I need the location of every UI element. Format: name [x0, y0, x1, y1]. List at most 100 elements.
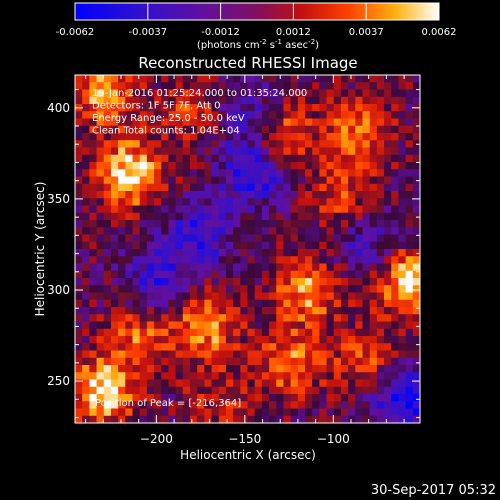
heatmap-cell — [290, 278, 299, 286]
heatmap-cell — [233, 147, 241, 156]
heatmap-cell — [333, 227, 342, 236]
heatmap-cell — [161, 285, 170, 294]
heatmap-cell — [269, 191, 277, 199]
heatmap-cell — [154, 343, 162, 352]
heatmap-cell — [125, 394, 134, 402]
heatmap-cell — [369, 328, 378, 337]
heatmap-cell — [384, 357, 392, 366]
heatmap-cell — [254, 299, 263, 308]
heatmap-cell — [132, 75, 141, 83]
heatmap-cell — [369, 372, 378, 381]
heatmap-cell — [154, 147, 162, 156]
heatmap-cell — [376, 191, 385, 199]
heatmap-cell — [261, 104, 270, 112]
heatmap-cell — [283, 125, 292, 134]
y-tick-label: 350 — [47, 192, 70, 206]
heatmap-cell — [412, 133, 420, 141]
heatmap-cell — [261, 205, 270, 214]
heatmap-cell — [362, 183, 371, 192]
heatmap-cell — [103, 191, 112, 199]
heatmap-cell — [276, 314, 285, 323]
heatmap-cell — [333, 372, 342, 381]
heatmap-cell — [240, 82, 249, 91]
heatmap-cell — [254, 154, 263, 163]
heatmap-cell — [161, 212, 170, 221]
heatmap-cell — [254, 133, 263, 141]
heatmap-cell — [211, 205, 220, 214]
heatmap-cell — [384, 256, 392, 265]
heatmap-cell — [384, 176, 392, 185]
heatmap-cell — [96, 256, 105, 265]
heatmap-cell — [190, 176, 198, 185]
heatmap-cell — [261, 394, 270, 402]
y-tick-label: 250 — [47, 374, 70, 388]
heatmap-cell — [211, 241, 220, 250]
heatmap-cell — [412, 154, 420, 163]
heatmap-cell — [175, 321, 184, 330]
heatmap-cell — [247, 256, 256, 265]
heatmap-cell — [190, 198, 198, 207]
heatmap-cell — [355, 256, 364, 265]
heatmap-cell — [305, 321, 313, 330]
heatmap-cell — [168, 75, 177, 83]
heatmap-cell — [276, 249, 285, 257]
heatmap-cell — [312, 357, 320, 366]
heatmap-cell — [276, 205, 285, 214]
heatmap-cell — [211, 386, 220, 395]
heatmap-cell — [197, 118, 205, 127]
heatmap-cell — [75, 314, 83, 323]
heatmap-cell — [204, 227, 213, 236]
heatmap-cell — [161, 278, 170, 286]
heatmap-cell — [154, 249, 162, 257]
heatmap-cell — [355, 415, 364, 423]
heatmap-cell — [340, 307, 349, 315]
heatmap-cell — [225, 234, 234, 243]
heatmap-cell — [384, 314, 392, 323]
heatmap-cell — [154, 82, 162, 91]
heatmap-cell — [161, 176, 170, 185]
heatmap-cell — [376, 169, 385, 178]
heatmap-cell — [146, 89, 155, 98]
heatmap-cell — [146, 133, 155, 141]
heatmap-cell — [283, 133, 292, 141]
heatmap-cell — [376, 118, 385, 127]
heatmap-cell — [89, 111, 98, 120]
heatmap-image — [75, 75, 420, 423]
heatmap-cell — [132, 357, 141, 366]
heatmap-cell — [391, 111, 400, 120]
heatmap-cell — [240, 241, 249, 250]
heatmap-cell — [118, 133, 126, 141]
heatmap-cell — [326, 365, 335, 373]
heatmap-cell — [82, 314, 90, 323]
heatmap-cell — [240, 328, 249, 337]
heatmap-cell — [348, 357, 356, 366]
heatmap-cell — [297, 270, 306, 279]
heatmap-cell — [261, 96, 270, 105]
heatmap-cell — [369, 191, 378, 199]
heatmap-cell — [391, 234, 400, 243]
heatmap-cell — [269, 118, 277, 127]
heatmap-cell — [125, 241, 134, 250]
heatmap-cell — [283, 372, 292, 381]
heatmap-cell — [376, 408, 385, 417]
heatmap-cell — [240, 75, 249, 83]
heatmap-cell — [333, 176, 342, 185]
heatmap-cell — [312, 256, 320, 265]
heatmap-cell — [204, 220, 213, 228]
heatmap-cell — [182, 292, 191, 301]
heatmap-cell — [225, 270, 234, 279]
heatmap-cell — [190, 357, 198, 366]
heatmap-cell — [82, 241, 90, 250]
heatmap-cell — [283, 386, 292, 395]
heatmap-cell — [125, 75, 134, 83]
heatmap-cell — [197, 408, 205, 417]
heatmap-cell — [254, 125, 263, 134]
heatmap-cell — [254, 111, 263, 120]
heatmap-cell — [391, 118, 400, 127]
heatmap-cell — [355, 111, 364, 120]
heatmap-cell — [161, 169, 170, 178]
heatmap-cell — [319, 89, 328, 98]
heatmap-cell — [161, 147, 170, 156]
heatmap-cell — [125, 292, 134, 301]
heatmap-cell — [340, 89, 349, 98]
